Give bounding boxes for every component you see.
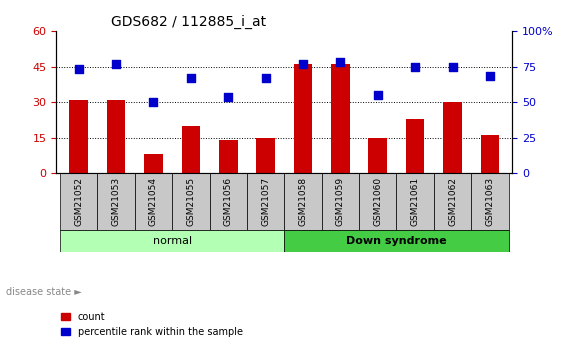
Text: GSM21054: GSM21054 <box>149 177 158 226</box>
Bar <box>368 138 387 173</box>
Bar <box>443 102 462 173</box>
Point <box>149 99 158 105</box>
Legend: count, percentile rank within the sample: count, percentile rank within the sample <box>61 312 243 337</box>
Bar <box>69 100 88 173</box>
Text: GSM21063: GSM21063 <box>485 177 494 226</box>
Text: GSM21057: GSM21057 <box>261 177 270 226</box>
Bar <box>144 154 163 173</box>
Bar <box>256 138 275 173</box>
FancyBboxPatch shape <box>60 173 97 230</box>
FancyBboxPatch shape <box>60 230 284 252</box>
FancyBboxPatch shape <box>434 173 471 230</box>
Bar <box>406 119 425 173</box>
Text: GDS682 / 112885_i_at: GDS682 / 112885_i_at <box>111 14 266 29</box>
Text: GSM21055: GSM21055 <box>186 177 195 226</box>
Point <box>224 95 233 100</box>
FancyBboxPatch shape <box>172 173 209 230</box>
Point <box>186 76 195 81</box>
Bar <box>107 100 126 173</box>
FancyBboxPatch shape <box>396 173 434 230</box>
Point <box>485 73 494 79</box>
Bar <box>481 135 499 173</box>
Text: GSM21062: GSM21062 <box>448 177 457 226</box>
Text: Down syndrome: Down syndrome <box>346 236 447 246</box>
FancyBboxPatch shape <box>97 173 135 230</box>
Text: disease state ►: disease state ► <box>6 287 82 296</box>
FancyBboxPatch shape <box>359 173 396 230</box>
Text: GSM21053: GSM21053 <box>111 177 120 226</box>
FancyBboxPatch shape <box>135 173 172 230</box>
FancyBboxPatch shape <box>209 173 247 230</box>
Bar <box>181 126 200 173</box>
Point <box>261 76 270 81</box>
Point <box>410 64 419 69</box>
Text: GSM21060: GSM21060 <box>373 177 382 226</box>
Bar <box>331 64 350 173</box>
FancyBboxPatch shape <box>284 230 508 252</box>
Text: normal: normal <box>153 236 192 246</box>
Point <box>298 61 307 67</box>
Point <box>336 59 345 65</box>
FancyBboxPatch shape <box>471 173 508 230</box>
Bar <box>294 64 312 173</box>
Point <box>373 92 382 98</box>
Bar <box>219 140 238 173</box>
FancyBboxPatch shape <box>284 173 321 230</box>
FancyBboxPatch shape <box>247 173 284 230</box>
Text: GSM21058: GSM21058 <box>298 177 307 226</box>
FancyBboxPatch shape <box>321 173 359 230</box>
Point <box>448 64 457 69</box>
Text: GSM21052: GSM21052 <box>74 177 83 226</box>
Text: GSM21059: GSM21059 <box>336 177 345 226</box>
Text: GSM21056: GSM21056 <box>224 177 233 226</box>
Point <box>111 61 120 67</box>
Text: GSM21061: GSM21061 <box>410 177 419 226</box>
Point <box>74 66 83 72</box>
